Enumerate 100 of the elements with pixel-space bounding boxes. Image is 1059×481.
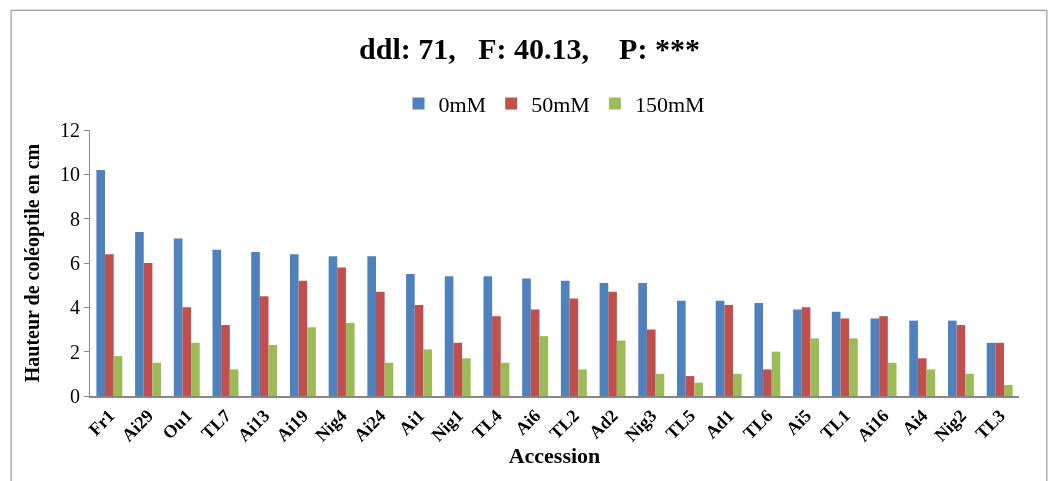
bar: [909, 320, 918, 396]
bar: [406, 274, 415, 396]
bar: [947, 320, 957, 396]
bar: [986, 342, 996, 396]
bar: [801, 307, 811, 396]
bar: [105, 254, 114, 396]
bar: [492, 316, 501, 396]
bar: [956, 325, 966, 396]
bar: [367, 256, 376, 396]
x-tick-label: TL7: [197, 405, 235, 444]
x-tick-label: TL1: [816, 405, 854, 444]
x-tick-label: Ai5: [782, 405, 816, 439]
x-tick-label: Ai1: [394, 405, 429, 439]
bar: [500, 362, 510, 396]
bar: [251, 251, 260, 396]
bar: [191, 342, 200, 396]
y-tick-label: 8: [70, 207, 80, 230]
bar: [840, 318, 850, 396]
bar: [715, 300, 725, 396]
bar: [763, 369, 772, 396]
bar: [831, 311, 841, 396]
bar: [289, 254, 299, 396]
bar: [926, 369, 936, 396]
bar: [646, 329, 656, 396]
bar: [298, 280, 308, 396]
x-tick-label: TL2: [545, 405, 584, 444]
bar: [965, 373, 974, 396]
bar: [423, 349, 432, 396]
x-tick-label: TL6: [739, 405, 777, 444]
x-tick-label: TL5: [661, 405, 700, 444]
bar: [879, 316, 888, 396]
bar: [530, 309, 540, 396]
bar: [152, 362, 162, 396]
bar: [522, 278, 531, 396]
x-tick-label: Ai4: [898, 405, 932, 439]
bar: [268, 345, 278, 396]
bar: [337, 267, 346, 396]
legend-label: 150mM: [634, 92, 705, 118]
bar: [793, 309, 802, 396]
bar: [444, 276, 454, 396]
bar: [375, 291, 385, 396]
bar: [384, 362, 394, 396]
x-tick-label: Ou1: [158, 405, 196, 444]
bar: [345, 322, 355, 396]
x-tick-label: Ad2: [584, 405, 622, 443]
bar: [453, 342, 463, 396]
x-tick-label: Fr1: [84, 405, 119, 440]
bar: [143, 263, 153, 396]
bar: [113, 356, 123, 396]
legend-label: 50mM: [531, 92, 590, 118]
bar: [754, 302, 764, 396]
y-tick-label: 2: [70, 340, 80, 363]
bar: [849, 338, 858, 396]
bar: [173, 238, 183, 396]
bar: [483, 276, 493, 396]
bar: [917, 358, 927, 396]
x-tick-label: Ad1: [701, 405, 738, 443]
bar: [328, 256, 338, 396]
bar: [677, 300, 686, 396]
bar: [221, 325, 230, 396]
bar: [810, 338, 820, 396]
chart-title: ddl: 71, F: 40.13, P: ***: [359, 31, 700, 65]
bar: [560, 280, 570, 396]
bar: [259, 296, 269, 396]
bar: [655, 373, 665, 396]
bar: [578, 369, 587, 396]
y-tick-label: 10: [60, 163, 80, 186]
bar: [307, 327, 316, 396]
legend-label: 0mM: [438, 92, 487, 118]
bar: [182, 307, 192, 396]
bar: [724, 305, 734, 396]
bar: [995, 342, 1004, 396]
bar: [771, 351, 781, 396]
bar: [694, 382, 703, 396]
bar: [616, 340, 626, 396]
y-tick-label: 0: [70, 385, 80, 407]
bar: [887, 362, 897, 396]
bar: [135, 231, 144, 396]
bar: [638, 282, 647, 396]
bar: [539, 336, 549, 396]
x-tick-label: Ai6: [511, 405, 545, 439]
bar: [229, 369, 239, 396]
x-axis-title: Accession: [508, 443, 601, 469]
bar: [569, 298, 579, 396]
x-tick-label: TL3: [971, 405, 1009, 444]
bar: [599, 282, 609, 396]
bar: [870, 318, 880, 396]
bar: [733, 373, 742, 396]
bar: [685, 376, 695, 396]
y-axis-title: Hauteur de coléoptile en cm: [20, 143, 44, 383]
y-tick-label: 12: [60, 119, 80, 141]
x-tick-label: TL4: [468, 405, 506, 444]
bar: [414, 305, 424, 396]
bar: [96, 169, 106, 396]
bar: [212, 249, 222, 396]
bar: [608, 291, 617, 396]
bar: [462, 358, 471, 396]
y-tick-label: 4: [70, 296, 80, 319]
bar: [1003, 384, 1013, 396]
y-tick-label: 6: [70, 252, 80, 274]
